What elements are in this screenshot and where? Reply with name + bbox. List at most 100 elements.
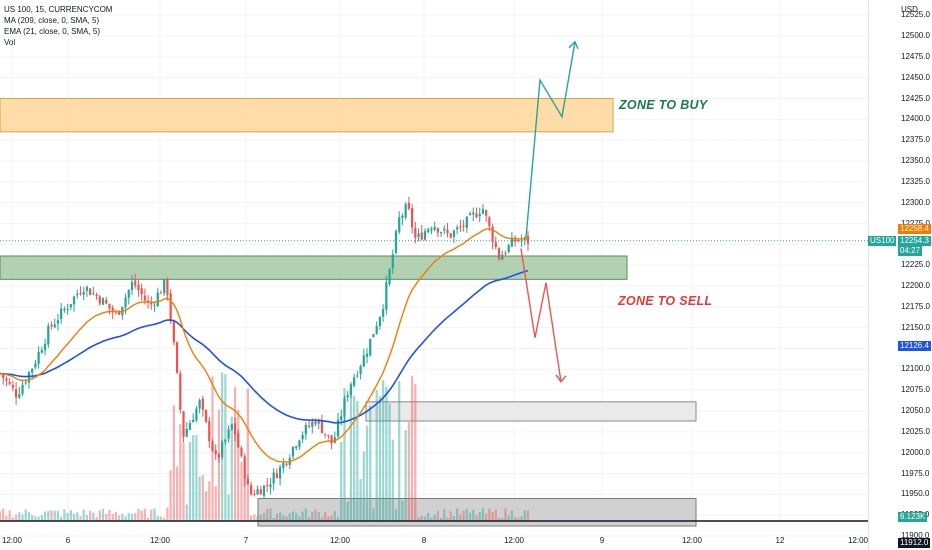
candle-body <box>5 378 8 381</box>
candle-body <box>250 485 253 494</box>
volume-bar <box>31 515 34 521</box>
candle-body <box>82 291 85 295</box>
zone-to-buy <box>0 98 614 133</box>
candle-body <box>340 416 343 421</box>
y-tick-label: 12475.0 <box>901 51 930 61</box>
candle-body <box>34 363 37 368</box>
legend-ma[interactable]: MA (209, close, 0, SMA, 5) <box>4 16 100 25</box>
candle-body <box>420 232 423 240</box>
candle-body <box>372 334 375 338</box>
candle-body <box>504 253 507 255</box>
volume-bar <box>179 424 182 521</box>
volume-bar <box>137 508 140 521</box>
candle-body <box>47 325 50 345</box>
candle-body <box>18 394 21 398</box>
candle-body <box>327 434 330 436</box>
candle-body <box>163 279 166 294</box>
candle-body <box>478 213 481 217</box>
y-tick-label: 12300.0 <box>901 197 930 207</box>
candle-body <box>410 208 414 228</box>
candle-body <box>89 288 92 296</box>
candle-body <box>520 240 523 242</box>
candle-body <box>385 282 388 310</box>
price-chart[interactable] <box>0 0 868 550</box>
volume-bar <box>63 509 66 521</box>
volume-bar <box>76 512 79 521</box>
price-axis[interactable]: USD 12525.0 12500.0 12475.0 12450.0 12425.0 1… <box>868 0 932 550</box>
x-tick-label: 8 <box>421 536 427 545</box>
volume-bar <box>456 508 459 521</box>
volume-bar <box>227 494 230 521</box>
candle-body <box>330 435 333 444</box>
legend-symbol[interactable]: US 100, 15, CURRENCYCOM <box>4 5 113 14</box>
volume-bar <box>394 508 398 521</box>
candle-body <box>243 456 246 480</box>
volume-bar <box>201 475 204 521</box>
volume-bar <box>478 512 481 521</box>
volume-bar <box>307 517 311 521</box>
y-tick-label: 12325.0 <box>901 176 930 186</box>
volume-bar <box>108 509 111 521</box>
candle-body <box>456 227 459 230</box>
volume-bar <box>111 513 114 521</box>
candle-body <box>317 420 320 424</box>
y-tick-label: 12225.0 <box>901 260 930 270</box>
volume-bar <box>185 504 188 521</box>
candle-body <box>179 373 182 410</box>
y-tick-label: 12200.0 <box>901 281 930 290</box>
volume-bar <box>79 516 82 521</box>
volume-bar <box>34 516 37 521</box>
candle-body <box>198 400 201 409</box>
legend-vol[interactable]: Vol <box>4 38 16 47</box>
candle-body <box>497 248 501 260</box>
volume-bar <box>237 409 240 521</box>
candle-body <box>43 343 47 351</box>
candle-body <box>53 324 56 328</box>
volume-bar <box>256 516 259 521</box>
volume-bar <box>233 387 237 521</box>
x-tick-label: 12:00 <box>149 536 171 545</box>
x-tick-label: 12:00 <box>847 536 869 545</box>
candle-body <box>295 446 298 449</box>
volume-bar <box>175 466 179 521</box>
candle-body <box>76 293 79 296</box>
volume-bar <box>507 515 510 521</box>
candle-body <box>311 421 314 427</box>
volume-bar <box>282 515 285 521</box>
candle-body <box>488 217 491 227</box>
volume-bar <box>449 511 452 521</box>
candle-body <box>185 428 188 437</box>
legend-ema[interactable]: EMA (21, close, 0, SMA, 5) <box>4 27 101 36</box>
candle-body <box>201 398 204 410</box>
volume-bar <box>127 513 130 521</box>
candle-body <box>79 292 82 294</box>
zone-to-buy-label: ZONE TO BUY <box>619 98 708 112</box>
candle-body <box>130 282 134 291</box>
y-tick-label: 12525.0 <box>901 10 930 20</box>
candle-body <box>401 215 404 218</box>
volume-bar <box>150 509 153 521</box>
volume-bar <box>101 508 105 521</box>
volume-bar <box>259 514 262 521</box>
candle-body <box>66 308 69 310</box>
volume-bar <box>98 510 101 521</box>
volume-bar <box>465 508 468 521</box>
volume-bar <box>195 434 198 521</box>
volume-bar <box>43 511 47 521</box>
candle-body <box>262 485 266 496</box>
candle-body <box>436 228 439 233</box>
candle-body <box>50 324 53 327</box>
volume-bar <box>475 515 478 521</box>
volume-bar <box>27 512 31 521</box>
volume-bar <box>140 510 143 521</box>
volume-bar <box>382 380 385 521</box>
candle-body <box>92 293 95 295</box>
volume-bar <box>146 517 150 521</box>
volume-bar <box>243 479 246 521</box>
volume-bar <box>37 516 40 521</box>
candle-body <box>394 231 398 253</box>
volume-bar <box>459 514 462 521</box>
volume-bar <box>262 512 266 521</box>
volume-bar <box>501 517 504 521</box>
y-tick-label: 12425.0 <box>901 93 930 103</box>
